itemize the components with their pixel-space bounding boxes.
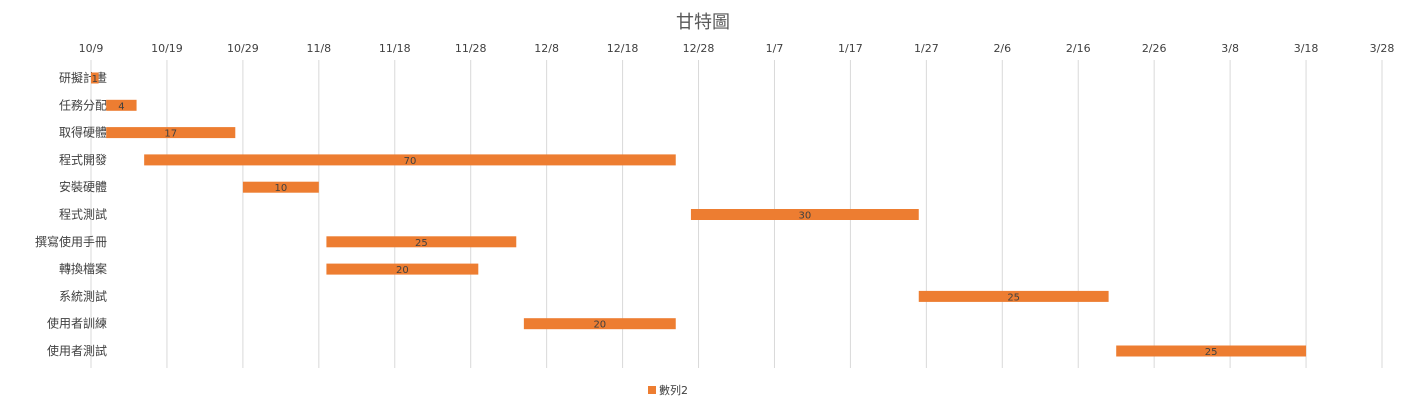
data-label: 70	[404, 156, 417, 167]
gantt-bar	[91, 72, 99, 84]
x-tick-label: 10/19	[151, 42, 183, 55]
data-label: 25	[415, 238, 428, 249]
category-label: 安裝硬體	[59, 179, 107, 194]
data-label: 4	[118, 101, 124, 112]
category-label: 使用者測試	[47, 343, 107, 358]
data-label: 17	[164, 129, 177, 140]
data-label: 25	[1007, 292, 1020, 303]
category-label: 轉換檔案	[59, 261, 107, 276]
gantt-bar	[144, 154, 676, 166]
category-label: 使用者訓練	[47, 316, 107, 331]
gantt-bar	[326, 236, 517, 248]
x-tick-label: 2/6	[993, 42, 1011, 55]
data-label: 1	[92, 74, 98, 85]
x-tick-label: 3/8	[1221, 42, 1239, 55]
x-tick-label: 2/26	[1142, 42, 1167, 55]
category-label: 研擬計畫	[59, 70, 107, 85]
data-label: 10	[274, 183, 287, 194]
category-label: 程式測試	[59, 207, 107, 222]
category-label: 取得硬體	[59, 125, 107, 140]
gantt-bar	[326, 263, 479, 275]
gantt-bar	[106, 99, 137, 111]
gantt-bar	[1116, 345, 1307, 357]
x-tick-label: 11/18	[379, 42, 411, 55]
category-label: 撰寫使用手冊	[35, 234, 107, 249]
x-tick-label: 12/18	[607, 42, 639, 55]
x-tick-label: 11/8	[306, 42, 331, 55]
x-tick-label: 10/9	[79, 42, 104, 55]
x-tick-label: 3/18	[1294, 42, 1319, 55]
x-tick-label: 2/16	[1066, 42, 1091, 55]
data-label: 30	[798, 211, 811, 222]
x-tick-label: 12/28	[683, 42, 715, 55]
x-tick-label: 1/17	[838, 42, 863, 55]
x-tick-label: 10/29	[227, 42, 259, 55]
category-label: 程式開發	[59, 152, 107, 167]
gantt-bar	[106, 127, 236, 139]
legend-swatch	[648, 386, 656, 394]
chart-title: 甘特圖	[676, 12, 730, 33]
gantt-bar	[242, 181, 319, 193]
gantt-bar	[690, 209, 919, 220]
legend-label: 數列2	[659, 384, 688, 397]
x-tick-label: 1/7	[766, 42, 784, 55]
gantt-bar	[523, 318, 676, 330]
x-tick-label: 12/8	[534, 42, 559, 55]
legend: 數列2	[648, 382, 688, 398]
data-label: 20	[396, 265, 409, 276]
category-label: 系統測試	[59, 288, 107, 303]
x-tick-label: 11/28	[455, 42, 487, 55]
data-label: 25	[1205, 347, 1218, 358]
x-tick-label: 3/28	[1370, 42, 1395, 55]
gantt-bar	[918, 290, 1109, 302]
data-label: 20	[593, 320, 606, 331]
category-label: 任務分配	[59, 98, 107, 112]
x-tick-label: 1/27	[914, 42, 939, 55]
